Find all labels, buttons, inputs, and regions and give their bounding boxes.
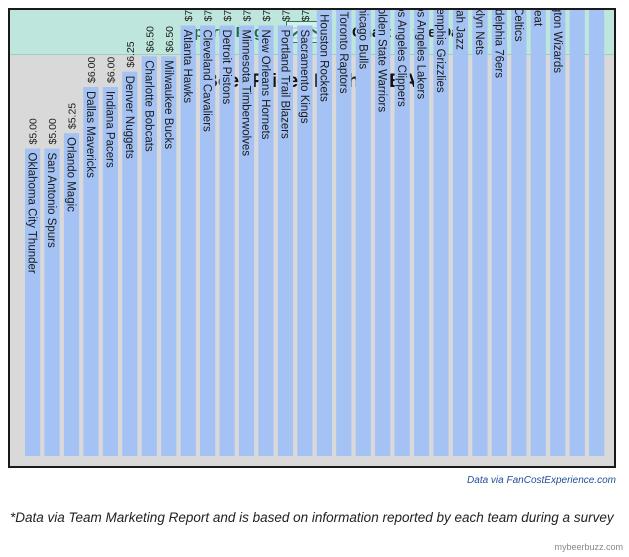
- value-label: $6.50: [164, 26, 176, 52]
- bar-minnesota-timberwolves: [238, 25, 255, 456]
- footnote: *Data via Team Marketing Report and is b…: [10, 510, 614, 525]
- category-label: Dallas Mavericks: [84, 91, 96, 178]
- bar-orlando-magic: [63, 133, 80, 456]
- source-credit: Data via FanCostExperience.com: [467, 475, 616, 486]
- bar-detroit-pistons: [219, 25, 235, 456]
- bar-portland-trail-blazers: [277, 25, 294, 456]
- category-label: New Orleans Hornets: [259, 30, 271, 140]
- value-label: $5.00: [28, 118, 40, 144]
- bar-oklahoma-city-thunder: [25, 148, 41, 456]
- bar-denver-nuggets: [122, 71, 138, 456]
- category-label: Denver Nuggets: [123, 76, 135, 159]
- category-label: Boston Celtics: [512, 10, 524, 42]
- bar-brooklyn-nets: [472, 10, 488, 456]
- bar-indiana-pacers: [102, 87, 118, 456]
- bar-washington-wizards: [550, 10, 566, 456]
- category-label: Houston Rockets: [317, 14, 329, 102]
- category-label: San Antonio Spurs: [45, 153, 57, 249]
- chart-title: Beer Prices In The NBA*: [204, 71, 424, 92]
- category-label: Cleveland Cavaliers: [201, 30, 213, 133]
- value-label: $7.00: [242, 10, 254, 22]
- category-label: Sacramento Kings: [298, 30, 310, 124]
- category-label: Brooklyn Nets: [473, 10, 485, 55]
- chart-frame: Sports Page Chart of the Day Beer Prices…: [8, 8, 616, 468]
- category-label: Golden State Warriors: [376, 10, 388, 112]
- category-label: Los Angeles Clippers: [395, 10, 407, 107]
- value-label: $5.00: [47, 118, 59, 144]
- bar-atlanta-hawks: [180, 25, 196, 456]
- category-label: Minnesota Timberwolves: [240, 30, 252, 157]
- category-label: Los Angeles Lakers: [415, 10, 427, 99]
- bar-new-orleans-hornets: [258, 25, 274, 456]
- value-label: $7.00: [280, 10, 292, 22]
- bar-los-angeles-lakers: [414, 10, 430, 456]
- bar-phoenix-suns: [589, 10, 605, 456]
- category-label: Orlando Magic: [65, 137, 77, 212]
- bar-milwaukee-bucks: [161, 56, 177, 456]
- bar-philadelphia-76ers: [491, 10, 507, 456]
- value-label: $6.00: [86, 57, 98, 83]
- value-label: $7.00: [203, 10, 215, 22]
- category-label: Indiana Pacers: [103, 91, 115, 168]
- value-label: $7.00: [222, 10, 234, 22]
- bar-boston-celtics: [511, 10, 527, 456]
- category-label: Toronto Raptors: [337, 12, 349, 94]
- category-label: Philadelphia 76ers: [492, 10, 504, 78]
- category-label: Memphis Grizzlies: [434, 10, 446, 93]
- category-label: Milwaukee Bucks: [162, 60, 174, 149]
- bar-cleveland-cavaliers: [200, 25, 216, 456]
- bar-memphis-grizzlies: [433, 10, 449, 456]
- bar-chart: Beer Prices In The NBA* $5.00 Oklahoma Ci…: [25, 10, 605, 456]
- value-label: $7.00: [261, 10, 273, 22]
- bar-san-antonio-spurs: [44, 148, 60, 456]
- category-label: Oklahoma City Thunder: [26, 153, 38, 274]
- bar-new-york-knicks: [569, 10, 585, 456]
- bar-toronto-raptors: [336, 10, 352, 456]
- category-label: Charlotte Bobcats: [142, 60, 154, 152]
- category-label: Miami Heat: [531, 10, 543, 27]
- value-label: $6.25: [125, 41, 137, 67]
- bar-utah-jazz: [452, 10, 469, 456]
- bar-dallas-mavericks: [83, 87, 99, 456]
- category-label: Utah Jazz: [454, 10, 466, 50]
- value-label: $5.25: [67, 103, 79, 129]
- category-label: Portland Trail Blazers: [278, 30, 290, 140]
- bar-miami-heat: [530, 10, 546, 456]
- category-label: Chicago Bulls: [356, 10, 368, 69]
- value-label: $6.00: [105, 57, 117, 83]
- category-label: Detroit Pistons: [220, 30, 232, 105]
- category-label: Washington Wizards: [551, 10, 563, 73]
- bar-charlotte-bobcats: [141, 56, 157, 456]
- bar-houston-rockets: [316, 10, 332, 456]
- value-label: $7.00: [183, 10, 195, 22]
- watermark: mybeerbuzz.com: [554, 542, 623, 552]
- category-label: Atlanta Hawks: [181, 30, 193, 104]
- bar-sacramento-kings: [297, 25, 313, 456]
- value-label: $7.00: [300, 10, 312, 22]
- bar-golden-state-warriors: [375, 10, 391, 456]
- bar-chicago-bulls: [355, 10, 371, 456]
- bar-los-angeles-clippers: [394, 10, 410, 456]
- value-label: $6.50: [144, 26, 156, 52]
